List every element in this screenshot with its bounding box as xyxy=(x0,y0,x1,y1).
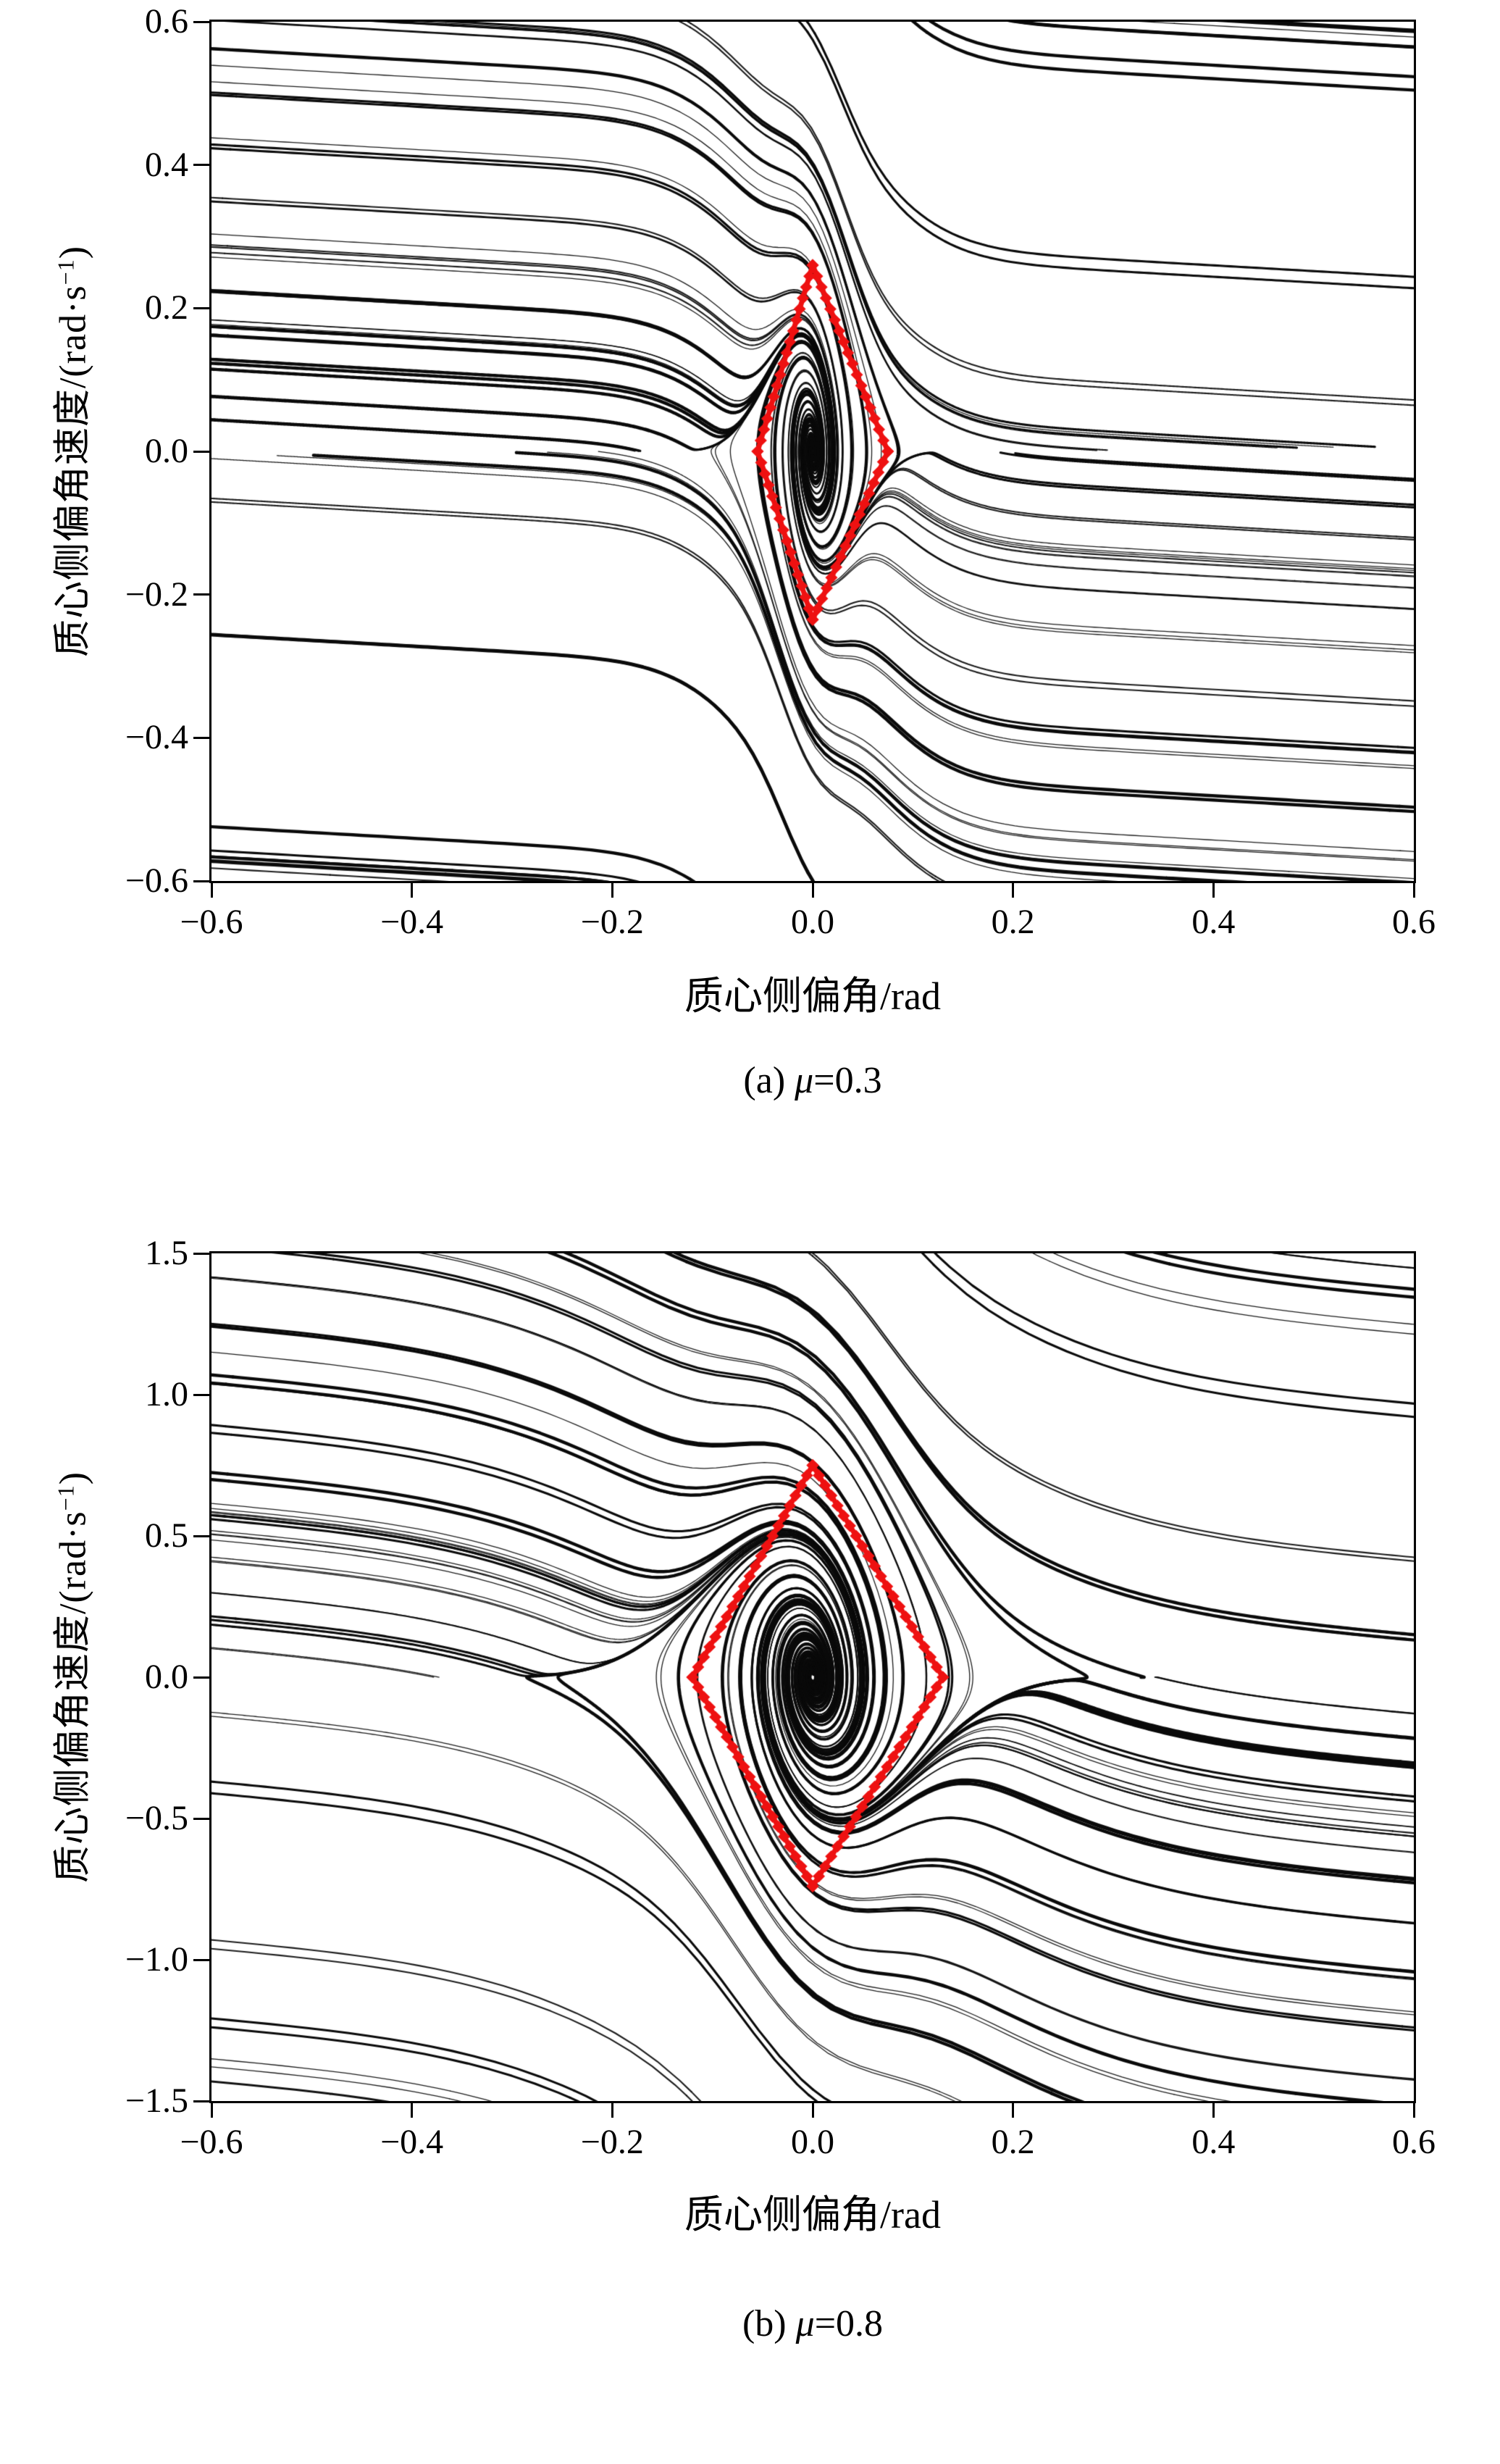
x-axis-label-a: 质心侧偏角/rad xyxy=(684,974,941,1018)
y-tick-mark xyxy=(193,593,209,596)
caption-a-value: =0.3 xyxy=(813,1060,882,1101)
x-tick-label: −0.4 xyxy=(380,903,444,941)
y-axis-label-b-close: ) xyxy=(52,1471,94,1485)
x-tick-mark xyxy=(611,883,613,898)
y-tick-mark xyxy=(193,1252,209,1255)
y-tick-label: 0.2 xyxy=(145,288,188,327)
y-tick-label: 0.0 xyxy=(145,1658,188,1696)
y-tick-mark xyxy=(193,164,209,167)
y-tick-mark xyxy=(193,1393,209,1396)
y-axis-label-b-superscript: −1 xyxy=(52,1484,79,1511)
plot-frame-b xyxy=(209,1251,1416,2103)
y-tick-label: −0.2 xyxy=(125,575,188,614)
y-tick-label: −1.0 xyxy=(125,1940,188,1979)
x-tick-mark xyxy=(811,883,814,898)
x-tick-mark xyxy=(1412,2103,1415,2118)
y-tick-mark xyxy=(193,736,209,739)
y-tick-mark xyxy=(193,1817,209,1820)
x-tick-mark xyxy=(1412,883,1415,898)
caption-a-prefix: (a) xyxy=(743,1060,795,1101)
x-axis-label-b: 质心侧偏角/rad xyxy=(684,2193,941,2237)
x-tick-mark xyxy=(411,883,414,898)
x-tick-label: −0.2 xyxy=(580,2123,644,2161)
caption-b-mu-symbol: μ xyxy=(795,2303,815,2344)
y-tick-label: 0.0 xyxy=(145,432,188,470)
x-tick-mark xyxy=(811,2103,814,2118)
x-tick-label: 0.4 xyxy=(1191,2123,1236,2161)
x-tick-label: 0.6 xyxy=(1392,2123,1436,2161)
x-tick-label: 0.0 xyxy=(791,2123,834,2161)
x-tick-label: −0.6 xyxy=(180,903,243,941)
x-tick-mark xyxy=(1012,2103,1015,2118)
x-tick-mark xyxy=(611,2103,613,2118)
y-tick-label: 0.5 xyxy=(145,1516,188,1555)
y-tick-mark xyxy=(193,1958,209,1961)
x-tick-mark xyxy=(1212,2103,1215,2118)
x-tick-label: 0.2 xyxy=(991,903,1035,941)
x-tick-mark xyxy=(1012,883,1015,898)
y-tick-mark xyxy=(193,20,209,23)
y-tick-label: −0.4 xyxy=(125,718,188,757)
x-tick-label: 0.4 xyxy=(1191,903,1236,941)
y-tick-mark xyxy=(193,306,209,309)
y-tick-label: −0.5 xyxy=(125,1799,188,1837)
x-tick-label: 0.2 xyxy=(991,2123,1035,2161)
x-tick-mark xyxy=(1212,883,1215,898)
x-tick-mark xyxy=(210,2103,213,2118)
x-tick-mark xyxy=(210,883,213,898)
subfigure-caption-b: (b) μ=0.8 xyxy=(211,2302,1414,2345)
caption-b-value: =0.8 xyxy=(814,2303,884,2344)
phase-portrait-canvas-b xyxy=(211,1253,1414,2101)
caption-a-mu-symbol: μ xyxy=(795,1060,814,1101)
y-tick-label: −0.6 xyxy=(125,861,188,900)
y-tick-label: 0.6 xyxy=(145,2,188,41)
y-tick-mark xyxy=(193,1534,209,1537)
caption-b-prefix: (b) xyxy=(742,2303,796,2344)
x-tick-label: −0.2 xyxy=(580,903,644,941)
y-tick-label: 1.5 xyxy=(145,1234,188,1272)
plot-frame-a xyxy=(209,20,1416,883)
subfigure-caption-a: (a) μ=0.3 xyxy=(211,1059,1414,1102)
y-tick-mark xyxy=(193,2100,209,2102)
y-tick-mark xyxy=(193,450,209,453)
x-tick-label: 0.6 xyxy=(1392,903,1436,941)
y-axis-label-a-superscript: −1 xyxy=(52,259,79,285)
phase-portrait-canvas-a xyxy=(211,22,1414,881)
x-tick-label: −0.6 xyxy=(180,2123,243,2161)
y-tick-mark xyxy=(193,880,209,882)
x-tick-label: −0.4 xyxy=(380,2123,444,2161)
x-tick-mark xyxy=(411,2103,414,2118)
x-tick-label: 0.0 xyxy=(791,903,834,941)
y-tick-mark xyxy=(193,1676,209,1679)
y-tick-label: 0.4 xyxy=(145,145,188,184)
y-tick-label: 1.0 xyxy=(145,1375,188,1413)
y-tick-label: −1.5 xyxy=(125,2081,188,2120)
y-axis-label-a-close: ) xyxy=(52,245,94,259)
